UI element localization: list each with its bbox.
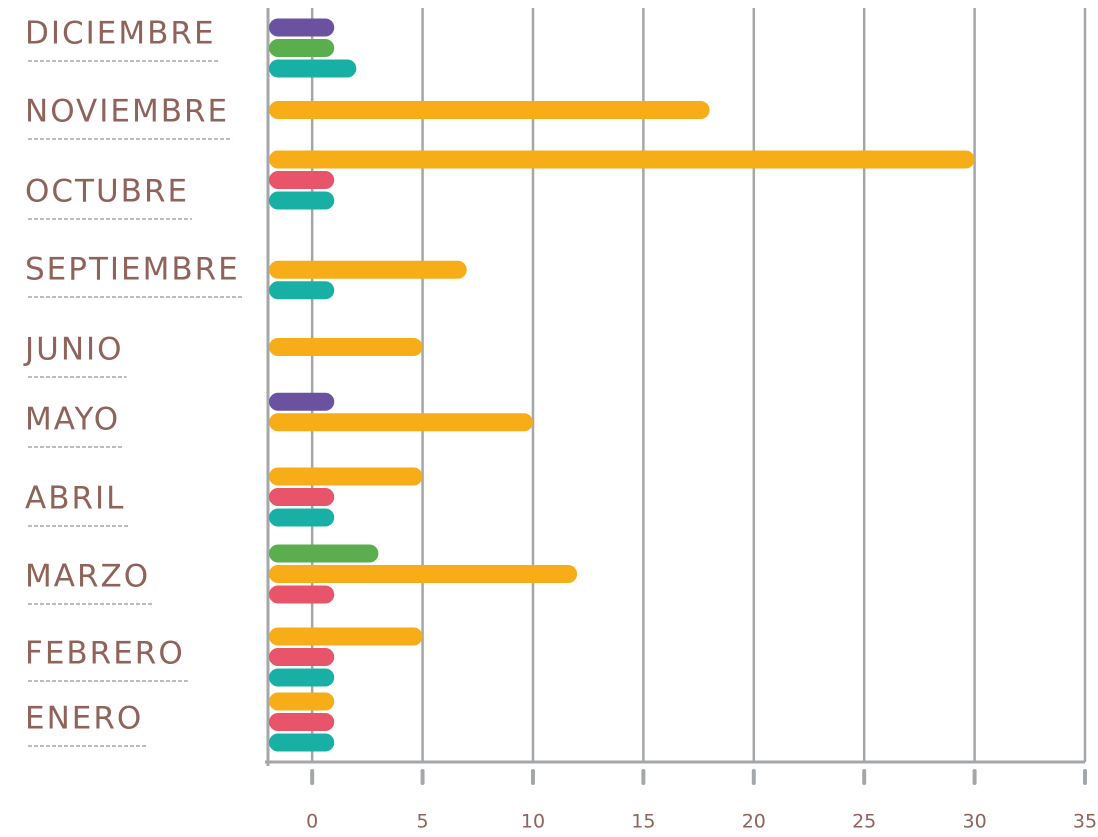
bar bbox=[269, 59, 357, 78]
bar bbox=[269, 413, 533, 432]
bar bbox=[269, 627, 423, 646]
bar bbox=[269, 18, 335, 37]
x-tick-label: 10 bbox=[521, 811, 545, 833]
bar bbox=[269, 544, 379, 563]
x-tick-label: 0 bbox=[306, 811, 318, 833]
bar bbox=[269, 260, 467, 279]
bar bbox=[269, 713, 335, 731]
x-tick-label: 25 bbox=[852, 811, 876, 833]
category-label: OCTUBRE bbox=[25, 174, 189, 210]
category-label: SEPTIEMBRE bbox=[25, 252, 240, 288]
bar bbox=[269, 467, 423, 486]
category-label: JUNIO bbox=[23, 332, 124, 368]
category-label: FEBRERO bbox=[25, 636, 185, 672]
x-tick-label: 30 bbox=[963, 811, 987, 833]
bar bbox=[269, 585, 335, 604]
bar bbox=[269, 648, 335, 666]
category-label: DICIEMBRE bbox=[25, 16, 216, 52]
category-label: MAYO bbox=[25, 402, 120, 438]
x-tick-label: 15 bbox=[631, 811, 655, 833]
x-tick-label: 20 bbox=[742, 811, 766, 833]
bar bbox=[269, 39, 335, 57]
bar bbox=[269, 668, 335, 687]
x-tick-label: 35 bbox=[1073, 811, 1097, 833]
x-tick-label: 5 bbox=[417, 811, 429, 833]
bar bbox=[269, 281, 335, 300]
bar bbox=[269, 101, 710, 119]
bar bbox=[269, 392, 335, 411]
category-label: ABRIL bbox=[25, 481, 125, 517]
bar bbox=[269, 191, 335, 210]
category-label: MARZO bbox=[25, 559, 150, 595]
bar bbox=[269, 171, 335, 189]
bar bbox=[269, 488, 335, 506]
bar bbox=[269, 565, 578, 583]
bar bbox=[269, 733, 335, 752]
bar bbox=[269, 338, 423, 356]
bar bbox=[269, 150, 975, 169]
category-label: ENERO bbox=[25, 701, 143, 737]
bar bbox=[269, 692, 335, 711]
bar bbox=[269, 508, 335, 527]
category-label: NOVIEMBRE bbox=[25, 94, 229, 130]
